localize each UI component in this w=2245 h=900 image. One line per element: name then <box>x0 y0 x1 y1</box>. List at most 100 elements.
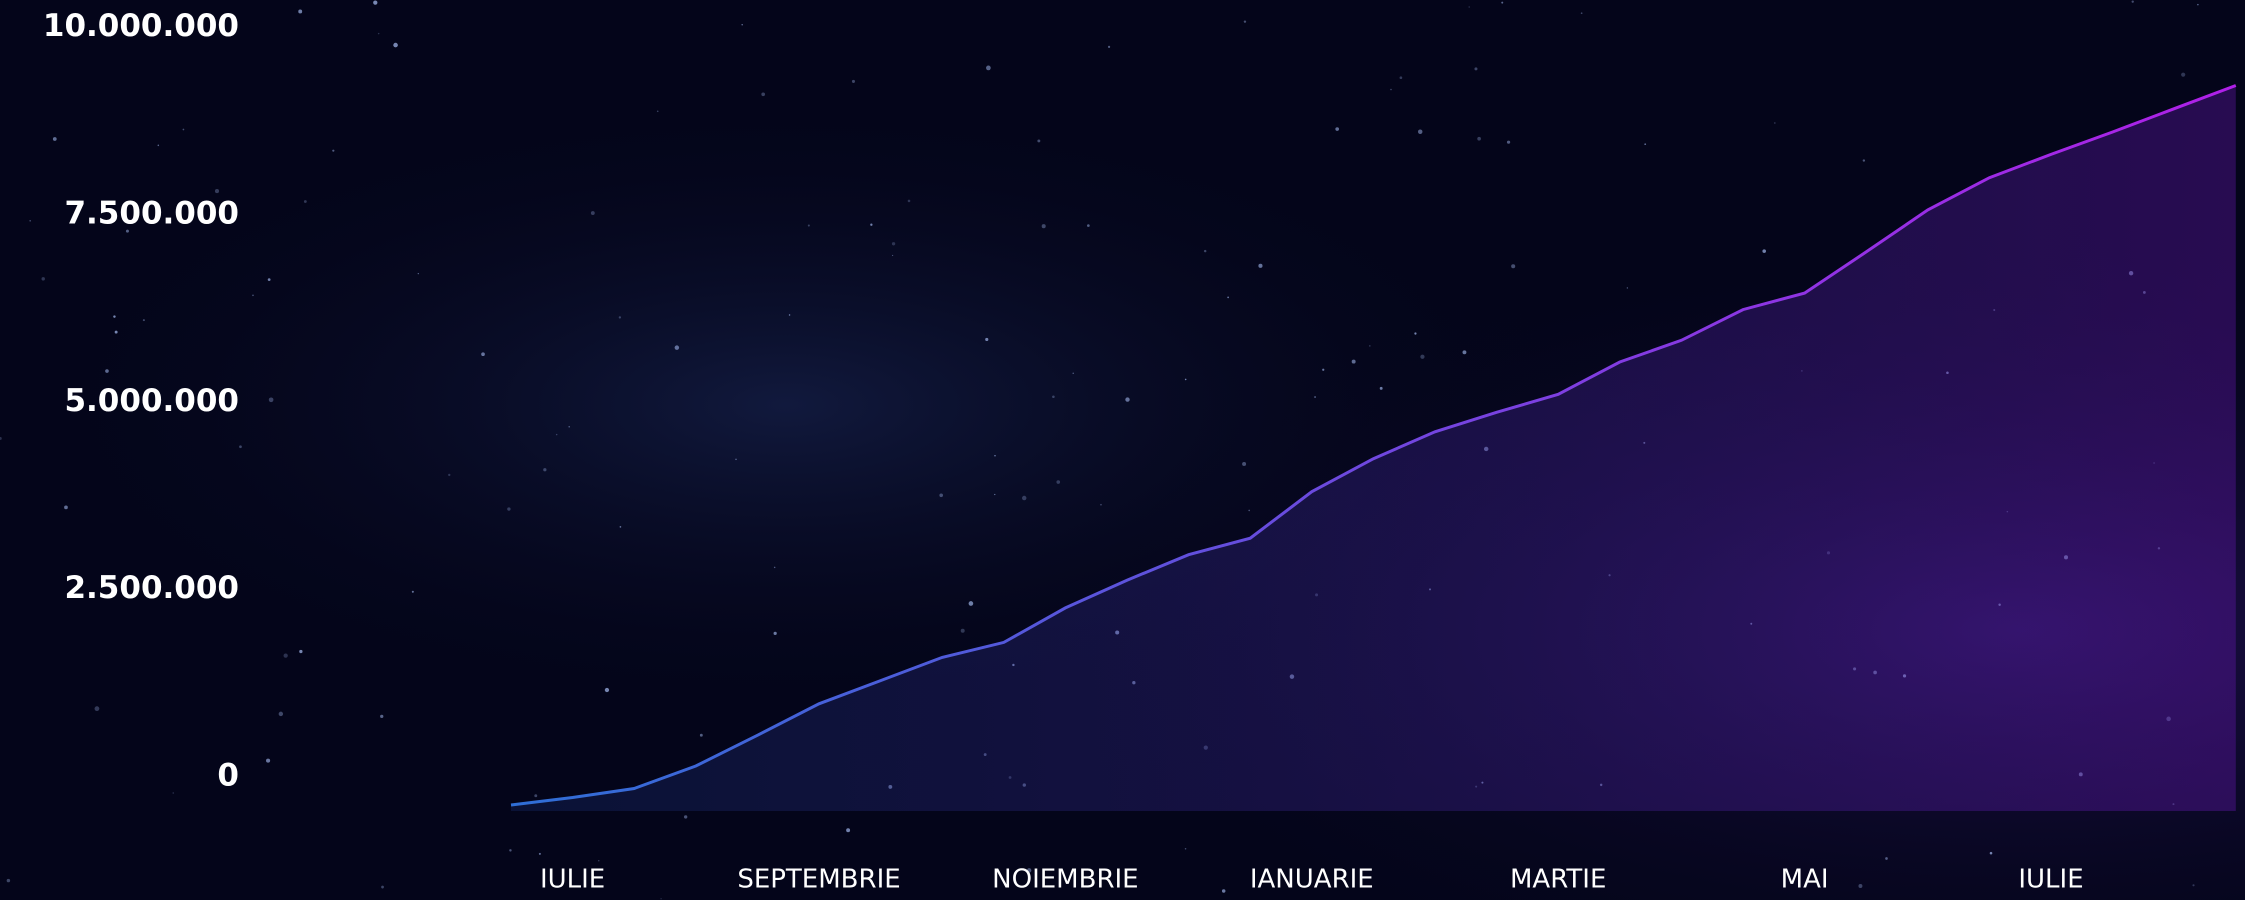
star <box>215 189 219 193</box>
star <box>1462 350 1466 354</box>
star <box>1222 889 1225 892</box>
x-tick-label: NOIEMBRIE <box>992 865 1138 895</box>
star <box>846 828 850 832</box>
y-tick-label: 2.500.000 <box>64 570 239 606</box>
star <box>985 338 988 341</box>
star <box>892 242 895 245</box>
star <box>741 24 742 25</box>
star <box>908 200 911 203</box>
star <box>105 369 109 373</box>
star <box>1507 141 1510 144</box>
star <box>298 10 302 14</box>
star <box>172 792 173 793</box>
star <box>1042 224 1046 228</box>
star <box>619 316 621 318</box>
star <box>675 345 679 349</box>
star <box>332 150 334 152</box>
star <box>1227 296 1229 298</box>
star <box>1380 387 1383 390</box>
y-tick-label: 7.500.000 <box>64 195 239 231</box>
star <box>870 224 872 226</box>
star <box>1477 137 1481 141</box>
star <box>95 706 100 711</box>
star <box>239 445 242 448</box>
star <box>1322 369 1324 371</box>
star <box>1022 496 1026 500</box>
star <box>412 591 414 593</box>
star <box>994 494 995 495</box>
star <box>1204 250 1206 252</box>
star <box>605 688 609 692</box>
star <box>507 507 510 510</box>
x-tick-label: SEPTEMBRIE <box>737 865 900 895</box>
star <box>598 860 599 861</box>
star <box>1474 67 1477 70</box>
star <box>448 474 450 476</box>
star <box>2197 4 2199 6</box>
x-tick-label: IANUARIE <box>1250 865 1374 895</box>
star <box>1858 884 1862 888</box>
star <box>481 352 485 356</box>
star <box>1420 355 1424 359</box>
star <box>994 455 995 456</box>
star <box>158 145 160 147</box>
star <box>1087 224 1090 227</box>
star <box>1762 249 1766 253</box>
star <box>1469 6 1470 7</box>
star <box>64 506 68 510</box>
star <box>808 225 810 227</box>
star <box>1369 345 1371 347</box>
star <box>591 211 595 215</box>
star <box>543 468 546 471</box>
star <box>2192 884 2194 886</box>
star <box>393 43 398 48</box>
star <box>268 278 271 281</box>
star <box>1400 76 1403 79</box>
star <box>1314 396 1316 398</box>
star <box>378 33 379 34</box>
star <box>735 459 736 460</box>
y-tick-label: 10.000.000 <box>43 8 239 44</box>
star <box>299 650 302 653</box>
star <box>684 815 687 818</box>
star <box>556 434 557 435</box>
star <box>986 66 991 71</box>
star <box>269 397 274 402</box>
star <box>700 734 703 737</box>
star <box>304 200 307 203</box>
star <box>113 315 115 317</box>
chart: 02.500.0005.000.0007.500.00010.000.000IU… <box>0 0 2245 900</box>
star <box>252 295 254 297</box>
star <box>1185 379 1187 381</box>
star <box>1052 395 1055 398</box>
star <box>279 712 283 716</box>
star <box>373 1 377 5</box>
star <box>284 654 288 658</box>
star <box>1352 360 1356 364</box>
star <box>1863 159 1865 161</box>
star <box>657 110 659 112</box>
star <box>380 715 383 718</box>
y-tick-label: 0 <box>217 758 239 794</box>
star <box>1073 373 1074 374</box>
star <box>1511 264 1515 268</box>
star <box>1100 504 1102 506</box>
x-tick-label: MARTIE <box>1510 865 1606 895</box>
star <box>266 759 270 763</box>
star <box>7 879 10 882</box>
star <box>761 92 765 96</box>
star <box>1990 852 1993 855</box>
star <box>1244 21 1246 23</box>
star <box>568 426 570 428</box>
star <box>1185 848 1187 850</box>
star <box>2132 0 2134 2</box>
star <box>774 567 776 569</box>
star <box>961 629 965 633</box>
star <box>1125 397 1129 401</box>
star <box>1418 130 1422 134</box>
star <box>1056 480 1060 484</box>
star <box>1414 332 1416 334</box>
star <box>969 601 974 606</box>
star <box>1501 2 1503 4</box>
star <box>1885 857 1888 860</box>
